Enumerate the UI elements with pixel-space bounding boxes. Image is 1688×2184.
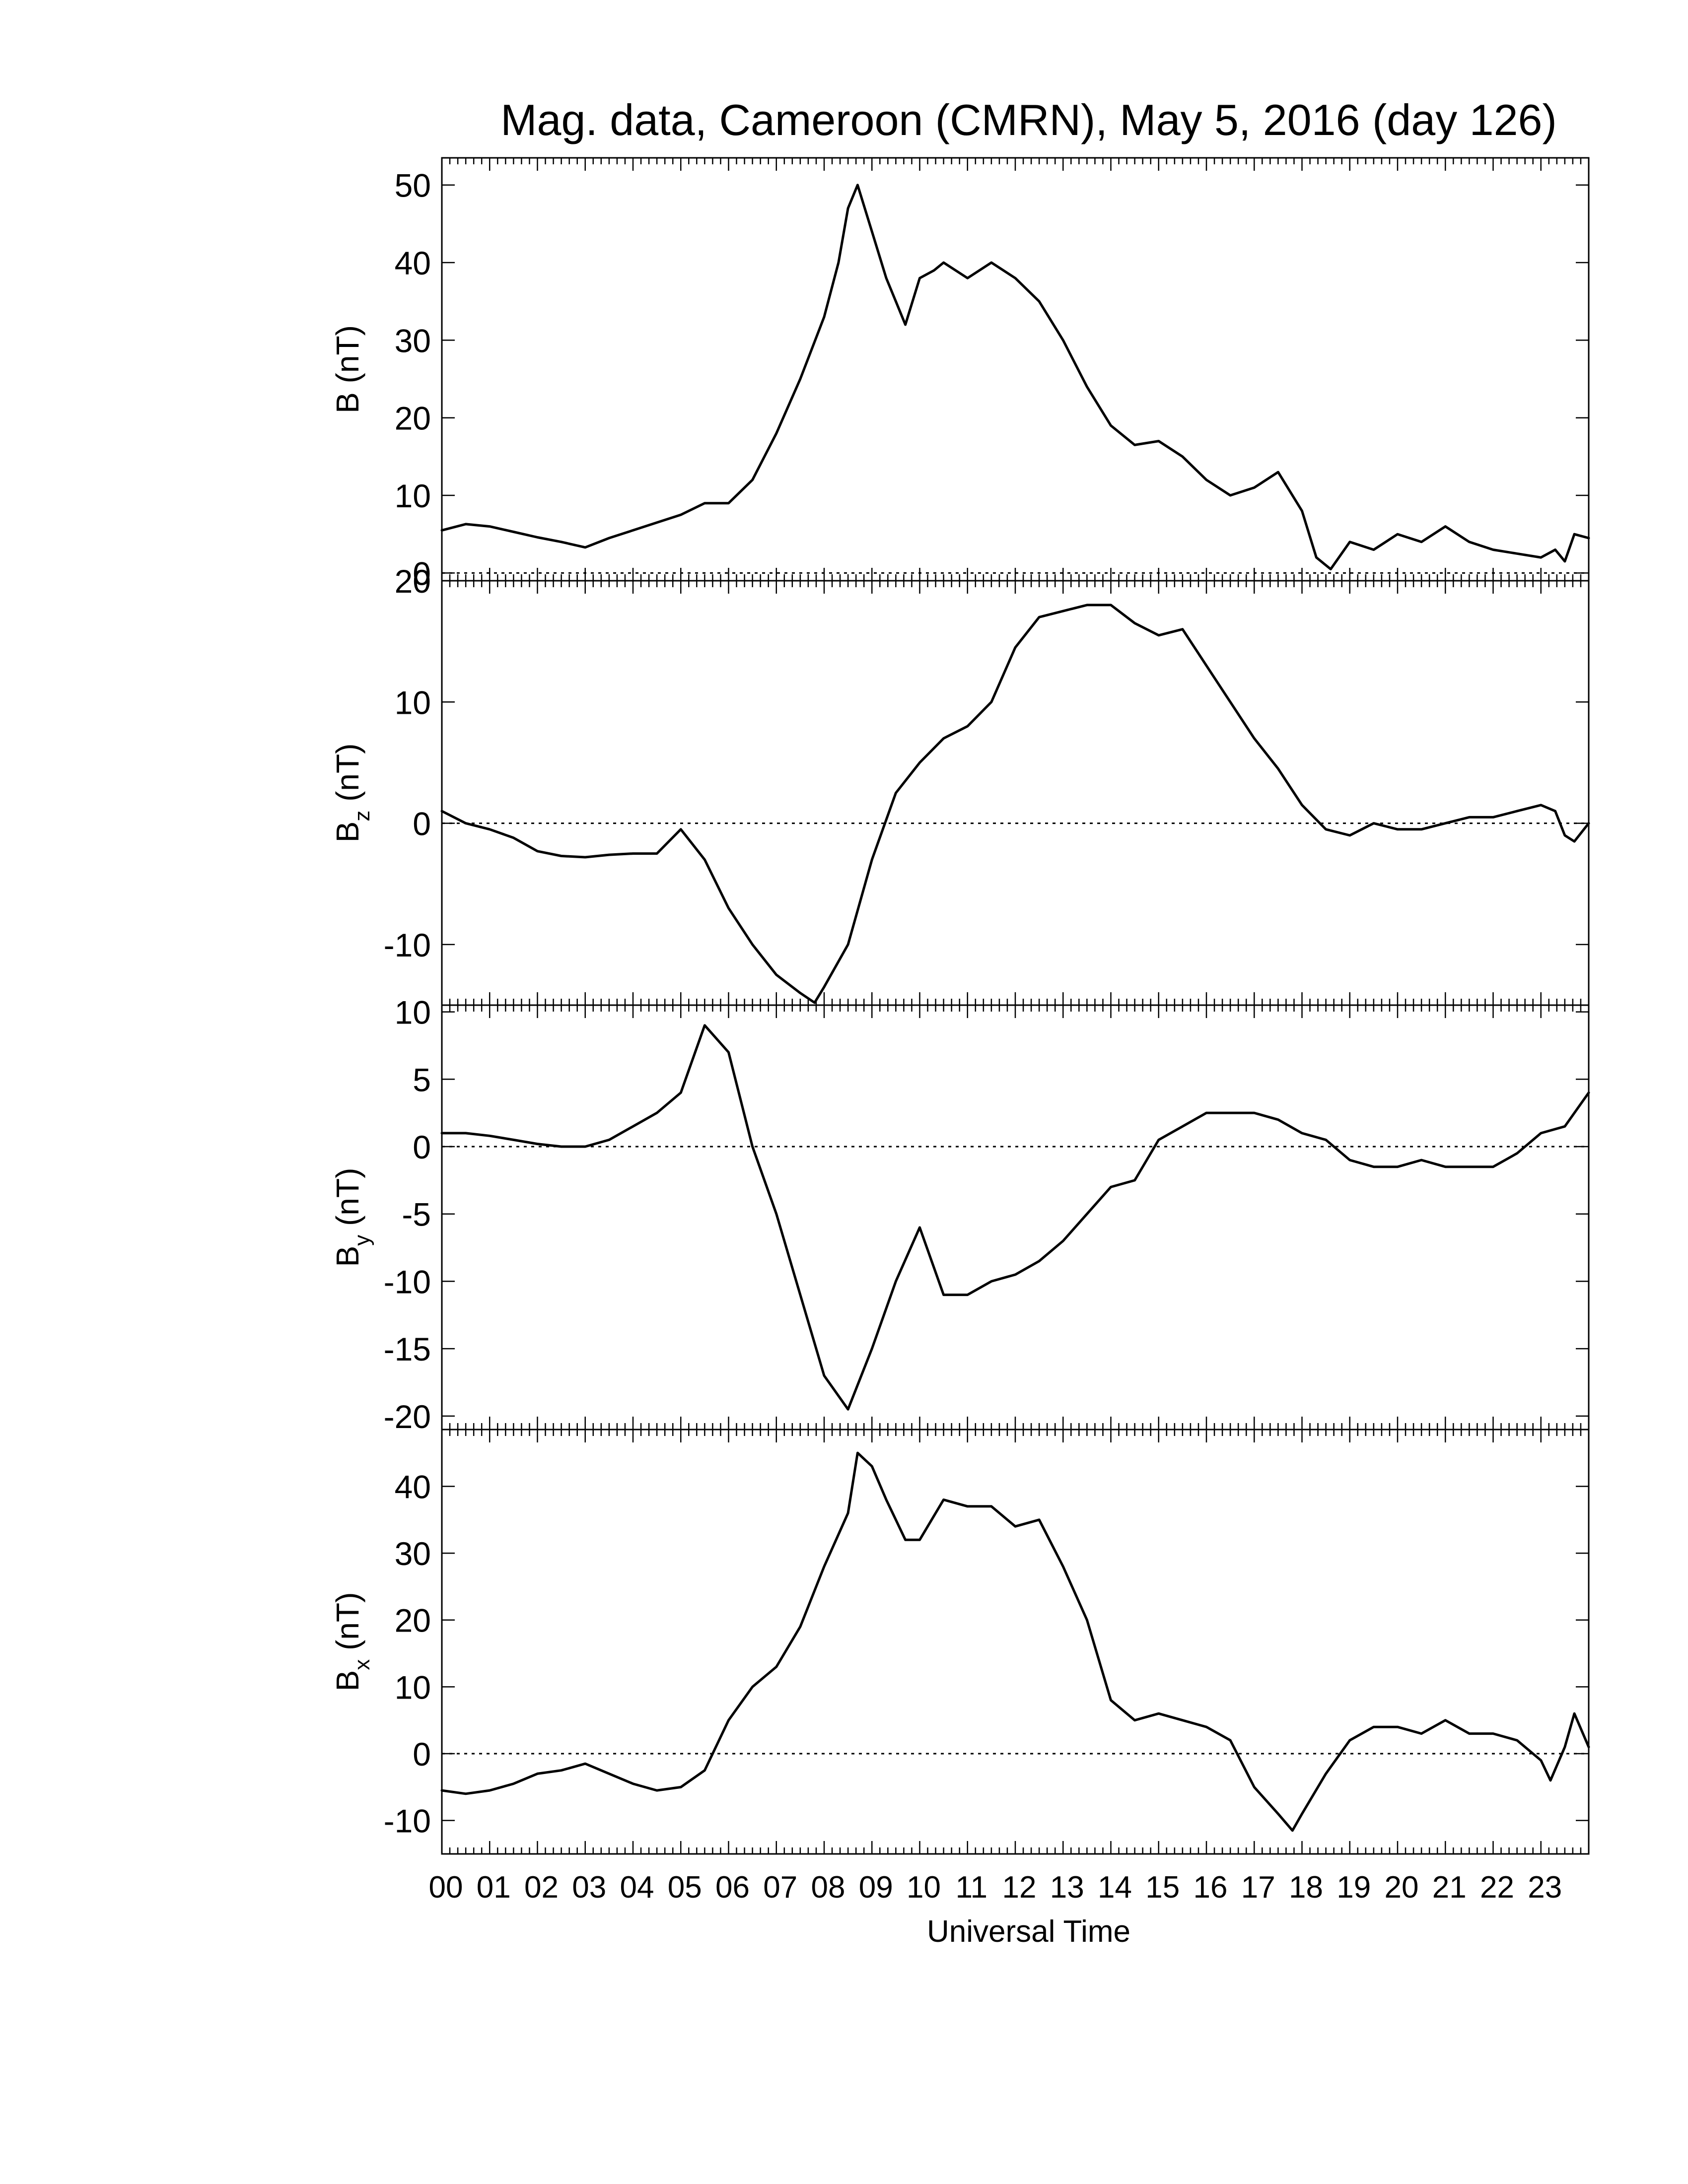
series-line-Bx (440, 1451, 1590, 1832)
x-tick-label: 10 (907, 1870, 941, 1905)
panel-frame (441, 580, 1590, 1006)
y-tick-label: 30 (395, 1535, 431, 1572)
y-axis-label: B (nT) (330, 325, 365, 413)
y-tick-label: 40 (395, 245, 431, 281)
x-tick-label: 22 (1480, 1870, 1514, 1905)
y-axis-label-unit: (nT) (330, 1592, 365, 1659)
series-line-Bz (440, 604, 1590, 1004)
panel-Bz: -10 0 10 20 Bz (nT) (330, 563, 1590, 1006)
y-tick-label: 50 (395, 167, 431, 204)
x-tick-label: 00 (429, 1870, 463, 1905)
y-tick-label: 30 (395, 322, 431, 359)
y-axis-label-main: B (330, 1670, 365, 1692)
x-tick-label: 18 (1289, 1870, 1323, 1905)
x-tick-label: 11 (956, 1870, 987, 1905)
x-tick-label: 05 (668, 1870, 702, 1905)
y-axis-label-main: B (330, 821, 365, 843)
y-tick-label: -15 (384, 1331, 431, 1367)
y-axis-label-unit: (nT) (330, 744, 365, 811)
x-tick-label: 15 (1145, 1870, 1180, 1905)
y-tick-label: 40 (395, 1468, 431, 1505)
y-tick-label: -10 (384, 927, 431, 963)
chart-title: Mag. data, Cameroon (CMRN), May 5, 2016 … (500, 95, 1557, 144)
x-tick-label: 02 (524, 1870, 559, 1905)
y-tick-label: 10 (395, 994, 431, 1031)
y-tick-label: 10 (395, 1669, 431, 1706)
x-axis: 00 01 02 03 04 05 06 07 08 09 10 11 12 13 14 15 16 17 18 19… (429, 1870, 1562, 1905)
y-axis-label-main: B (330, 392, 365, 413)
x-tick-label: 03 (572, 1870, 606, 1905)
panel-B: 0 10 20 30 40 50 B (nT) (330, 157, 1590, 592)
y-tick-label: -10 (384, 1803, 431, 1840)
y-axis-label-sub: x (350, 1659, 374, 1670)
panel-frame (441, 157, 1590, 582)
x-tick-label: 08 (811, 1870, 845, 1905)
x-tick-label: 16 (1194, 1870, 1228, 1905)
y-axis-label-unit: (nT) (330, 325, 365, 392)
x-tick-label: 13 (1050, 1870, 1084, 1905)
y-tick-label: 20 (395, 1602, 431, 1639)
x-tick-label: 07 (763, 1870, 797, 1905)
panel-By: -20 -15 -10 -5 0 5 10 By (nT) (330, 994, 1590, 1435)
x-axis-label: Universal Time (927, 1914, 1130, 1949)
x-tick-label: 17 (1241, 1870, 1275, 1905)
y-axis-label: Bx (nT) (330, 1592, 374, 1692)
y-tick-label: 0 (413, 1736, 431, 1773)
panel-Bx: -10 0 10 20 30 40 Bx (nT) (330, 1429, 1590, 1855)
y-axis-label-unit: (nT) (330, 1168, 365, 1235)
x-tick-label: 21 (1432, 1870, 1467, 1905)
y-axis-label: By (nT) (330, 1168, 374, 1267)
x-tick-label: 04 (620, 1870, 654, 1905)
x-tick-label: 14 (1098, 1870, 1132, 1905)
y-axis-label-sub: y (350, 1235, 374, 1246)
y-tick-label: 10 (395, 478, 431, 514)
y-axis-label-main: B (330, 1246, 365, 1267)
y-axis-label-sub: z (350, 811, 374, 821)
y-tick-label: 0 (413, 555, 431, 592)
x-tick-label: 20 (1385, 1870, 1419, 1905)
y-tick-label: 5 (413, 1061, 431, 1098)
y-tick-label: 10 (395, 684, 431, 721)
y-tick-label: 20 (395, 400, 431, 437)
x-tick-label: 23 (1528, 1870, 1562, 1905)
y-tick-label: 20 (395, 563, 431, 600)
x-tick-label: 09 (859, 1870, 893, 1905)
panel-frame (441, 1429, 1590, 1855)
y-tick-label: -10 (384, 1263, 431, 1300)
panel-frame (441, 1004, 1590, 1431)
x-tick-label: 06 (715, 1870, 750, 1905)
series-line-By (440, 1024, 1590, 1411)
series-line-B (440, 184, 1590, 571)
x-tick-label: 12 (1002, 1870, 1037, 1905)
x-tick-label: 19 (1336, 1870, 1371, 1905)
y-tick-label: -20 (384, 1398, 431, 1435)
y-axis-label: Bz (nT) (330, 744, 374, 843)
y-tick-label: 0 (413, 1129, 431, 1165)
y-tick-label: 0 (413, 806, 431, 842)
x-tick-label: 01 (477, 1870, 511, 1905)
y-tick-label: -5 (402, 1196, 431, 1233)
